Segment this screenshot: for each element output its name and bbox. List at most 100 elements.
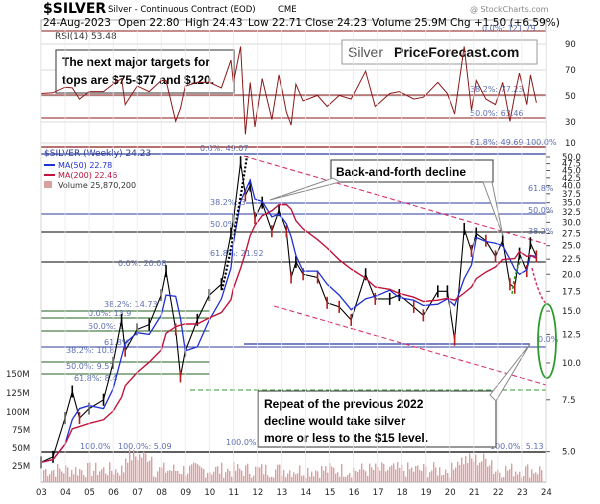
volume-bar <box>387 470 389 482</box>
volume-bar <box>205 477 207 482</box>
volume-bar <box>499 472 501 482</box>
volume-bar <box>423 463 425 482</box>
volume-bar <box>165 472 167 482</box>
volume-bar <box>63 473 65 482</box>
volume-bar <box>361 463 363 482</box>
brand-part2: PriceForecast.com <box>394 44 519 60</box>
x-tick-label-5: 08 <box>156 488 167 498</box>
fib-label-61-r: 61.8% <box>528 184 554 193</box>
volume-bar <box>225 472 227 482</box>
y-tick-label-1: 47.5 <box>562 160 581 170</box>
symbol-title: $SILVER <box>43 1 106 17</box>
quote-open: Open 22.80 <box>118 17 179 29</box>
volume-bar <box>267 475 269 482</box>
volume-bar <box>351 477 353 482</box>
volume-bar <box>331 466 333 482</box>
fib-label-100-513: 100.0%: 5.13 <box>490 442 544 451</box>
repeat-pointer <box>489 343 531 402</box>
decline-pointer-right <box>482 181 504 237</box>
volume-bar <box>469 453 471 482</box>
volume-bar <box>207 472 209 482</box>
targets-box <box>55 49 235 94</box>
brand-box: Silver PriceForecast.com <box>341 39 538 65</box>
volume-bar <box>427 477 429 482</box>
volume-bar <box>275 469 277 482</box>
volume-bar <box>117 472 119 482</box>
vol-tick-125: 125M <box>6 389 30 399</box>
volume-bar <box>295 474 297 482</box>
volume-bar <box>69 476 71 482</box>
volume-bar <box>61 471 63 482</box>
volume-bar <box>87 462 89 482</box>
volume-bar <box>81 470 83 482</box>
volume-bar <box>149 460 151 482</box>
volume-bar <box>477 465 479 482</box>
volume-bar <box>455 467 457 482</box>
x-tick-label-1: 04 <box>60 488 71 498</box>
volume-bar <box>325 466 327 482</box>
volume-bar <box>97 474 99 482</box>
volume-bar <box>283 470 285 482</box>
volume-bar <box>475 454 477 482</box>
projection-arrow <box>531 267 548 305</box>
volume-bar <box>411 467 413 482</box>
lower-trend-dashed <box>273 305 547 386</box>
y-tick-label-3: 42.5 <box>562 174 581 184</box>
y-tick-label-5: 37.5 <box>562 190 581 200</box>
volume-bar <box>115 469 117 482</box>
fib-label-50-9: 50.0%: 9.57 <box>66 362 114 371</box>
vol-tick-75: 75M <box>12 426 30 436</box>
volume-bar <box>67 467 69 482</box>
y-tick-label-2: 45.0 <box>562 166 581 176</box>
volume-bar <box>231 476 233 482</box>
volume-bar <box>481 461 483 482</box>
volume-bar <box>119 475 121 482</box>
x-tick-label-17: 20 <box>445 488 456 498</box>
volume-bar <box>415 465 417 482</box>
volume-bar <box>511 463 513 482</box>
volume-bar <box>83 475 85 482</box>
volume-bar <box>307 468 309 482</box>
quote-high: High 24.43 <box>185 17 243 29</box>
volume-bar <box>197 464 199 482</box>
volume-bar <box>203 469 205 482</box>
legend-volume-swatch <box>44 181 52 188</box>
x-tick-label-19: 22 <box>493 488 504 498</box>
volume-bar <box>113 474 115 482</box>
decline-pointer-left <box>269 177 342 201</box>
volume-bar <box>159 467 161 482</box>
volume-bar <box>501 477 503 482</box>
volume-bar <box>345 476 347 482</box>
volume-bar <box>79 469 81 482</box>
volume-bar <box>421 470 423 482</box>
fib-label-50-a: 50.0%: <box>210 220 238 229</box>
volume-bar <box>391 465 393 482</box>
y-tick-label-14: 15.0 <box>562 307 581 317</box>
volume-bar <box>309 476 311 482</box>
volume-bar <box>265 464 267 482</box>
volume-bar <box>129 449 131 482</box>
volume-bar <box>431 470 433 482</box>
volume-bar <box>161 467 163 482</box>
x-tick-label-13: 16 <box>349 488 360 498</box>
y-axis: 50.047.545.042.540.037.535.032.530.0 27.5… <box>546 153 581 458</box>
volume-bar <box>107 475 109 482</box>
targets-line-2: tops are $75-$77 and $120. <box>62 73 214 87</box>
volume-bar <box>193 462 195 482</box>
y-tick-label-13: 17.5 <box>562 287 581 297</box>
volume-bar <box>223 477 225 482</box>
volume-bar <box>235 470 237 482</box>
volume-bar <box>297 473 299 482</box>
repeat-line-2: decline would take silver <box>264 414 406 428</box>
x-tick-label-3: 06 <box>108 488 119 498</box>
volume-bar <box>367 476 369 482</box>
volume-bar <box>313 476 315 482</box>
repeat-line-1: Repeat of the previous 2022 <box>264 397 424 411</box>
volume-bar <box>517 474 519 482</box>
projection-arrow-green <box>511 261 521 297</box>
vol-tick-100: 100M <box>6 408 30 418</box>
volume-bar <box>513 476 515 482</box>
rsi-tick-10: 10 <box>565 139 576 149</box>
volume-bar <box>507 470 509 482</box>
